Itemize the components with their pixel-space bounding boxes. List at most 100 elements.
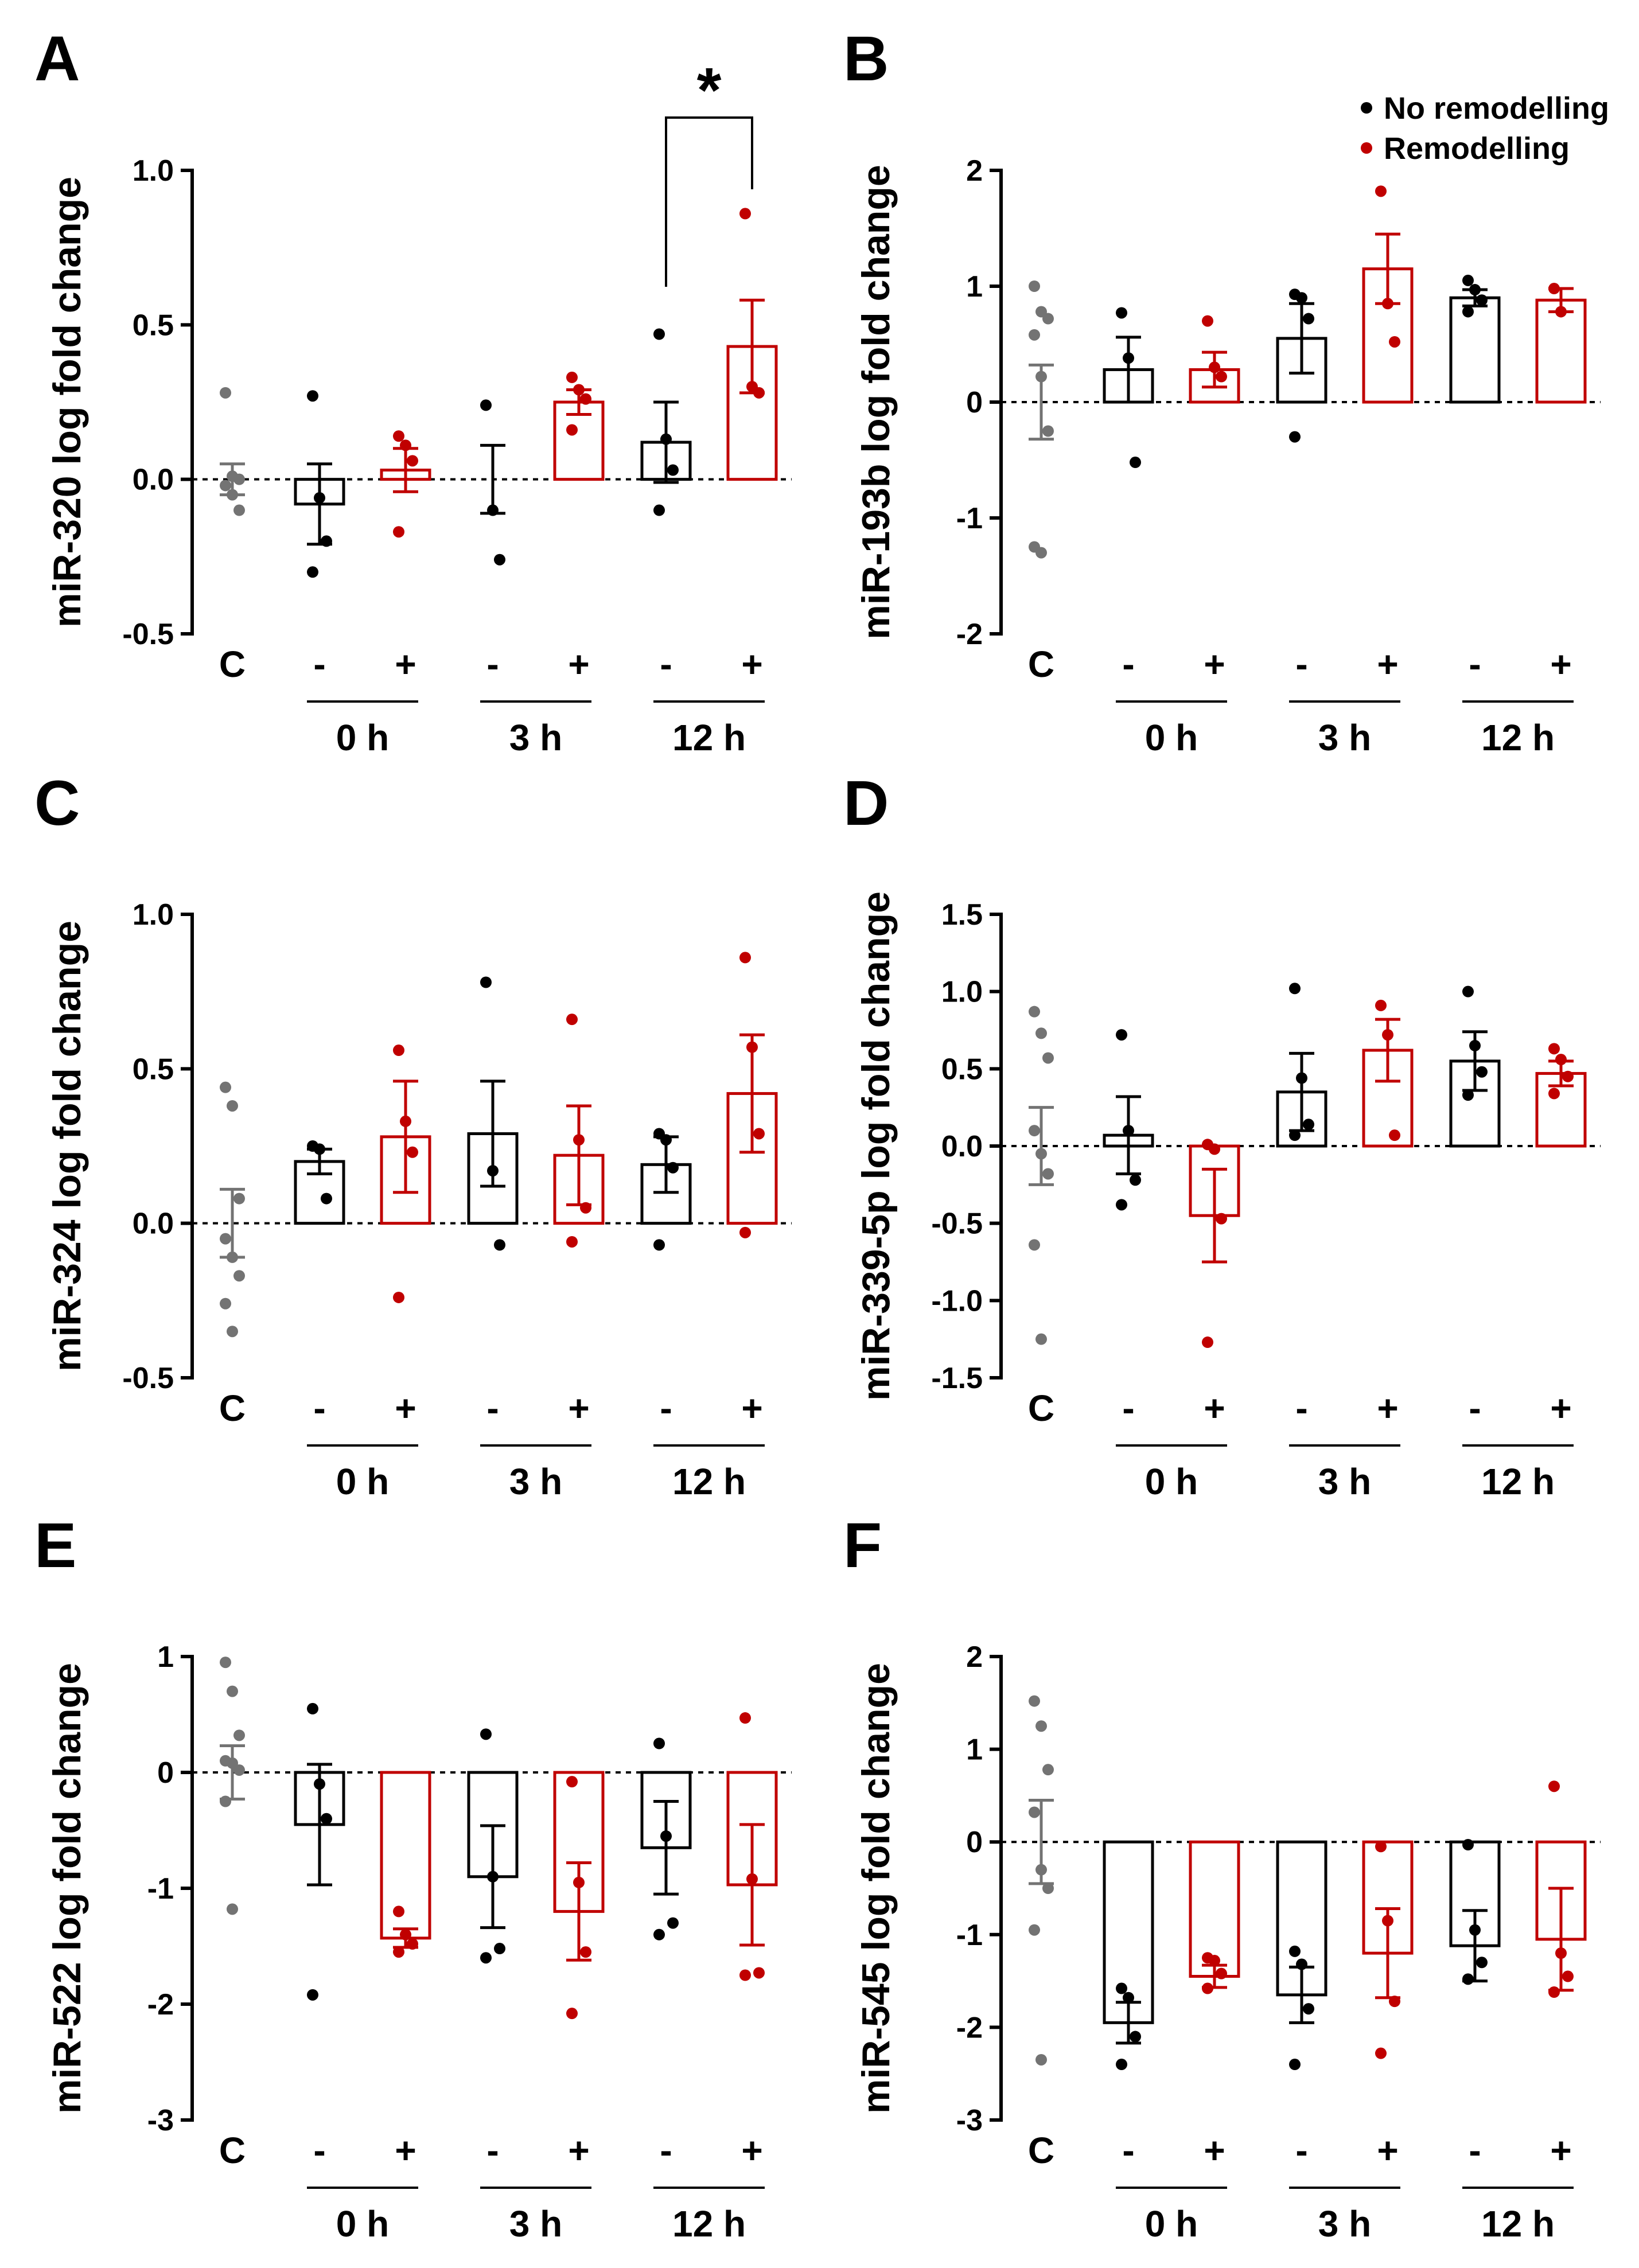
- category-label: -: [486, 1388, 499, 1429]
- data-point: [1209, 1143, 1220, 1155]
- data-point: [1469, 1039, 1481, 1051]
- data-point: [739, 208, 751, 220]
- legend-label-remodelling: Remodelling: [1384, 131, 1570, 166]
- y-tick-label: -3: [956, 2104, 983, 2137]
- data-point: [307, 566, 318, 578]
- data-point: [1296, 292, 1307, 304]
- time-group-label: 3 h: [1318, 2203, 1371, 2244]
- data-point: [739, 1969, 751, 1981]
- data-point: [566, 1776, 578, 1788]
- y-axis-label: miR-320 log fold change: [45, 177, 89, 628]
- data-point: [321, 535, 332, 547]
- data-point: [227, 1251, 238, 1263]
- y-tick-label: 2: [966, 1640, 983, 1674]
- data-point: [227, 489, 238, 501]
- data-point: [753, 1128, 765, 1140]
- data-point: [1462, 1089, 1474, 1101]
- data-point: [1555, 1054, 1567, 1066]
- data-point: [233, 1270, 245, 1282]
- category-label: +: [1377, 2130, 1398, 2171]
- time-group-label: 3 h: [509, 717, 562, 758]
- data-point: [1555, 306, 1567, 318]
- time-group-label: 12 h: [1481, 1461, 1555, 1502]
- data-point: [739, 1226, 751, 1238]
- data-point: [1303, 313, 1314, 325]
- data-point: [660, 1830, 672, 1842]
- category-label: +: [395, 1388, 416, 1429]
- category-label: -: [313, 644, 325, 685]
- data-point: [400, 439, 411, 451]
- time-group-label: 0 h: [336, 1461, 389, 1502]
- data-point: [307, 1989, 318, 2001]
- time-group-label: 3 h: [1318, 717, 1371, 758]
- error-bar: [393, 1080, 418, 1194]
- category-label: -: [313, 1388, 325, 1429]
- data-point: [314, 1778, 325, 1790]
- data-point: [1029, 329, 1040, 341]
- data-point: [653, 1239, 665, 1251]
- data-point: [1116, 1982, 1127, 1994]
- data-point: [653, 1928, 665, 1940]
- data-point: [566, 1236, 578, 1248]
- data-point: [407, 1146, 418, 1158]
- data-point: [667, 1162, 679, 1174]
- significance-star: *: [697, 55, 722, 126]
- data-point: [407, 455, 418, 467]
- error-bar: [1289, 302, 1314, 375]
- category-label: +: [741, 1388, 762, 1429]
- time-group-label: 12 h: [672, 2203, 746, 2244]
- y-axis-label: miR-522 log fold change: [45, 1663, 89, 2114]
- time-group-label: 12 h: [672, 717, 746, 758]
- data-point: [1375, 999, 1387, 1011]
- data-point: [573, 1134, 585, 1146]
- data-point: [1029, 1924, 1040, 1936]
- panel-letter: F: [843, 1510, 882, 1581]
- data-point: [1303, 2003, 1314, 2015]
- category-label: +: [395, 2130, 416, 2171]
- data-point: [1042, 1052, 1054, 1064]
- data-point: [1035, 547, 1047, 559]
- category-label: +: [1377, 1388, 1398, 1429]
- data-point: [1202, 315, 1213, 327]
- data-point: [1548, 1986, 1560, 1998]
- data-point: [1548, 283, 1560, 295]
- data-point: [480, 1952, 492, 1964]
- category-label: C: [1028, 644, 1054, 685]
- legend-label-no-remodelling: No remodelling: [1384, 91, 1609, 126]
- data-point: [1116, 1029, 1127, 1041]
- data-point: [653, 1737, 665, 1749]
- data-point: [1202, 1982, 1213, 1994]
- y-tick-label: 1.0: [133, 154, 174, 188]
- y-tick-label: 0.5: [941, 1053, 983, 1086]
- data-point: [1029, 1239, 1040, 1251]
- data-point: [667, 464, 679, 476]
- data-point: [1130, 1174, 1141, 1186]
- data-point: [307, 390, 318, 402]
- category-label: -: [660, 2130, 672, 2171]
- category-label: +: [395, 644, 416, 685]
- category-label: +: [568, 2130, 589, 2171]
- category-label: +: [568, 1388, 589, 1429]
- data-point: [233, 504, 245, 516]
- bar: [1449, 296, 1501, 404]
- data-point: [393, 1291, 404, 1303]
- data-point: [1462, 1973, 1474, 1985]
- data-point: [1555, 1947, 1567, 1959]
- data-point: [753, 387, 765, 399]
- data-point: [1562, 1970, 1574, 1982]
- y-tick-label: 1: [966, 270, 983, 303]
- data-point: [1035, 1333, 1047, 1345]
- y-tick-label: -0.5: [122, 618, 174, 651]
- category-label: -: [1295, 2130, 1307, 2171]
- data-point: [321, 1813, 332, 1825]
- data-point: [233, 473, 245, 485]
- category-label: -: [1469, 2130, 1481, 2171]
- error-bar: [1202, 1167, 1227, 1264]
- data-point: [1469, 284, 1481, 296]
- y-tick-label: -1: [956, 1919, 983, 1952]
- significance-bracket: [665, 116, 753, 287]
- data-point: [227, 1685, 238, 1697]
- category-label: +: [741, 2130, 762, 2171]
